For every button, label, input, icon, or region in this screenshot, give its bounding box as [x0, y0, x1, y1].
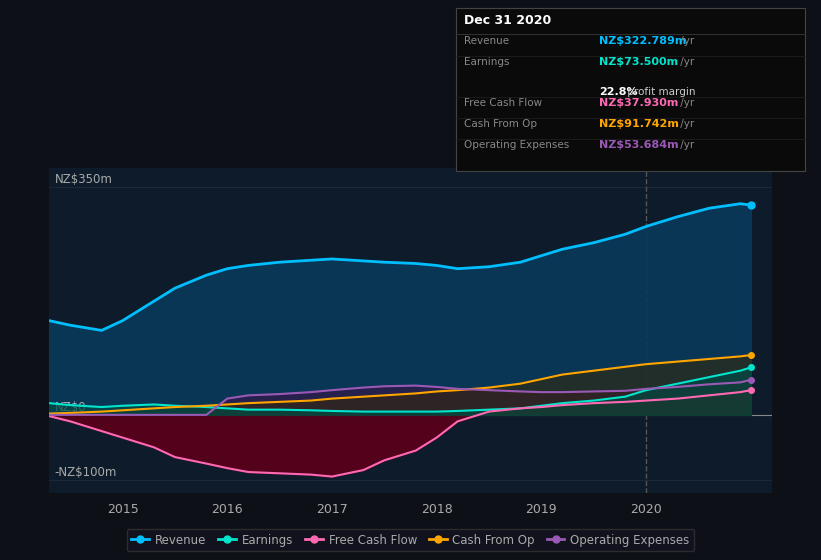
Text: NZ$322.789m: NZ$322.789m — [599, 36, 686, 46]
Text: NZ$53.684m: NZ$53.684m — [599, 140, 679, 150]
Text: NZ$91.742m: NZ$91.742m — [599, 119, 679, 129]
Text: /yr: /yr — [677, 140, 695, 150]
Text: Cash From Op: Cash From Op — [464, 119, 537, 129]
Text: NZ$0: NZ$0 — [54, 400, 86, 413]
Text: /yr: /yr — [677, 36, 695, 46]
Text: NZ$37.930m: NZ$37.930m — [599, 99, 679, 109]
Text: /yr: /yr — [677, 57, 695, 67]
Text: profit margin: profit margin — [624, 87, 695, 97]
Text: Operating Expenses: Operating Expenses — [464, 140, 569, 150]
Text: Free Cash Flow: Free Cash Flow — [464, 99, 542, 109]
Text: -NZ$100m: -NZ$100m — [54, 465, 117, 478]
Legend: Revenue, Earnings, Free Cash Flow, Cash From Op, Operating Expenses: Revenue, Earnings, Free Cash Flow, Cash … — [126, 529, 695, 551]
Text: NZ$350m: NZ$350m — [54, 173, 112, 186]
Text: Earnings: Earnings — [464, 57, 509, 67]
Text: Revenue: Revenue — [464, 36, 509, 46]
Text: Dec 31 2020: Dec 31 2020 — [464, 14, 551, 27]
Text: 22.8%: 22.8% — [599, 87, 638, 97]
Text: /yr: /yr — [677, 119, 695, 129]
Text: NZ$73.500m: NZ$73.500m — [599, 57, 678, 67]
Text: /yr: /yr — [677, 99, 695, 109]
